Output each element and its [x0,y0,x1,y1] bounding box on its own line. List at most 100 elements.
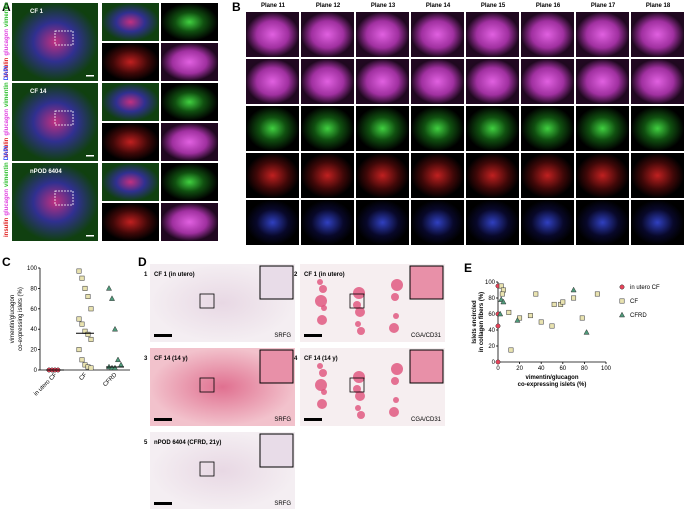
label: 80 [30,286,37,292]
micrograph [521,153,574,198]
legend-marker [620,299,624,303]
point [534,292,538,296]
micrograph [102,43,159,81]
micrograph [246,59,299,104]
label: 2 [294,272,298,278]
micrograph [466,153,519,198]
label: Plane 11 [261,3,286,9]
islet [317,363,323,369]
channel-name: vimentin [4,82,10,107]
micrograph [102,163,159,201]
label: CFRD [630,313,647,319]
islet [357,411,365,419]
islet [319,285,327,293]
scale-bar [154,502,172,505]
islet [317,315,327,325]
point [571,296,575,300]
label: 20 [30,348,37,354]
islet [355,391,365,401]
micrograph [301,200,354,245]
micrograph [301,106,354,151]
point [80,276,84,280]
channel-label: insulinglucagonvimentinDAPI [4,66,10,157]
label: in collagen fibers (%) [479,292,485,352]
islet [315,379,327,391]
label: Plane 16 [536,3,561,9]
islet [391,363,403,375]
point [89,366,93,370]
scale-bar [86,75,94,77]
label: Plane 15 [481,3,506,9]
label: Plane 12 [316,3,341,9]
label: 40 [538,366,545,372]
islet [353,287,365,299]
point [86,294,90,298]
micrograph [161,3,218,41]
label: vimentin/glucagon [10,295,16,343]
micrograph [161,123,218,161]
micrograph [161,203,218,241]
inset [260,266,293,299]
label: CF 14 (14 y) [304,356,338,362]
point [80,322,84,326]
label: 100 [601,366,612,372]
label: B [232,0,241,14]
label: 3 [144,356,148,362]
micrograph [246,153,299,198]
micrograph [411,153,464,198]
label: Plane 17 [591,3,616,9]
micrograph [161,83,218,121]
micrograph [521,106,574,151]
label: 40 [30,327,37,333]
micrograph [246,106,299,151]
islet [319,369,327,377]
islet [355,321,361,327]
label: 80 [488,296,495,302]
label: 60 [488,312,495,318]
label: CF [79,372,89,382]
inset [410,350,443,383]
micrograph [356,153,409,198]
micrograph [576,59,629,104]
point [507,310,511,314]
islet [393,397,399,403]
micrograph [161,163,218,201]
micrograph [102,3,159,41]
label: CF 1 (in utero) [304,272,345,278]
point [539,320,543,324]
point [509,348,513,352]
label: CF 14 (14 y) [154,356,188,362]
label: C [2,255,11,269]
micrograph [631,59,684,104]
micrograph [521,59,574,104]
channel-name: glucagon [4,189,10,216]
channel-label: insulinglucagonvimentinDAPI [4,0,10,77]
point [118,362,123,367]
label: 100 [27,266,38,272]
scale-bar [304,334,322,337]
point [584,330,589,335]
scale-bar [86,235,94,237]
label: 100 [485,280,496,286]
micrograph [301,59,354,104]
islet [317,279,323,285]
micrograph [411,106,464,151]
point [77,269,81,273]
micrograph [102,123,159,161]
micrograph [246,200,299,245]
legend-marker [619,312,624,317]
micrograph [466,59,519,104]
legend-marker [620,285,624,289]
point [109,296,114,301]
scale-bar [304,418,322,421]
scale-bar [154,334,172,337]
islet [321,389,327,395]
label: nPOD 6404 (CFRD, 21y) [154,440,221,446]
inset [260,434,293,467]
micrograph [411,12,464,57]
point [528,313,532,317]
point [550,324,554,328]
islet [355,405,361,411]
label: CGA/CD31 [411,417,442,423]
inset [260,350,293,383]
